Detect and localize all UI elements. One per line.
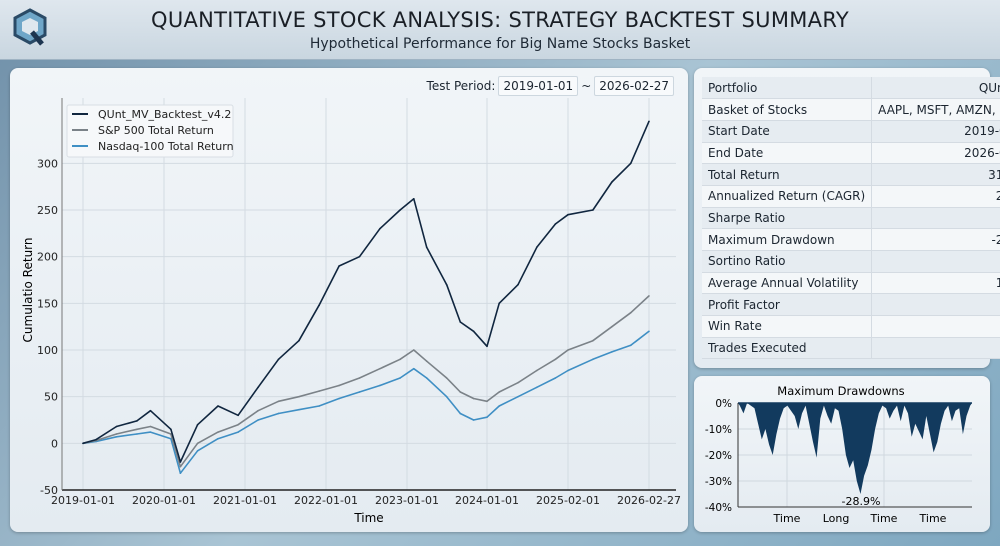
summary-value: 61% <box>871 315 1000 338</box>
test-period-end[interactable]: 2026-02-27 <box>594 76 674 96</box>
summary-label: Portfolio <box>702 77 872 100</box>
summary-value: 23.1% <box>871 185 1000 208</box>
summary-value: 2.15 <box>871 250 1000 273</box>
summary-value: AAPL, MSFT, AMZN, NVDA <box>871 98 1000 121</box>
test-period-label: Test Period: <box>426 79 496 93</box>
test-period-start[interactable]: 2019-01-01 <box>498 76 579 96</box>
summary-row: Profit Factor1.74 <box>702 293 1000 317</box>
drawdown-panel <box>694 376 990 532</box>
summary-row: PortfolioQUnt_MV <box>702 77 1000 100</box>
summary-label: Trades Executed <box>702 337 872 360</box>
summary-row: Total Return312.4% <box>702 163 1000 186</box>
summary-label: Maximum Drawdown <box>702 228 872 251</box>
test-period-separator: ~ <box>581 79 592 93</box>
summary-value: -28.9% <box>871 228 1000 251</box>
performance-chart-panel: Test Period: 2019-01-01 ~ 2026-02-27 <box>10 68 688 532</box>
summary-label: Average Annual Volatility <box>702 272 872 295</box>
summary-row: Average Annual Volatility18.2% <box>702 272 1000 295</box>
summary-row: Win Rate61% <box>702 315 1000 338</box>
summary-value: 18.2% <box>871 272 1000 295</box>
summary-label: Start Date <box>702 120 872 143</box>
summary-row: Maximum Drawdown-28.9% <box>702 228 1000 251</box>
header: QUANTITATIVE STOCK ANALYSIS: STRATEGY BA… <box>0 0 1000 60</box>
summary-value: 1.85 <box>871 207 1000 230</box>
summary-label: Annualized Return (CAGR) <box>702 185 872 208</box>
page-subtitle: Hypothetical Performance for Big Name St… <box>309 36 691 52</box>
summary-row: Trades Executed1,340 <box>702 337 1000 360</box>
summary-value: 2026-02-27 <box>871 142 1000 165</box>
logo-q-icon <box>13 8 47 46</box>
summary-value: 1.74 <box>871 293 1000 317</box>
summary-label: Profit Factor <box>702 293 872 317</box>
summary-label: Total Return <box>702 163 872 186</box>
summary-label: Sortino Ratio <box>702 250 872 273</box>
test-period: Test Period: 2019-01-01 ~ 2026-02-27 <box>427 76 674 96</box>
summary-value: 312.4% <box>871 163 1000 186</box>
page-title: QUANTITATIVE STOCK ANALYSIS: STRATEGY BA… <box>150 8 849 32</box>
summary-value: 1,340 <box>871 337 1000 360</box>
summary-label: Basket of Stocks <box>702 98 872 121</box>
summary-label: Sharpe Ratio <box>702 207 872 230</box>
summary-row: Sharpe Ratio1.85 <box>702 207 1000 230</box>
summary-label: Win Rate <box>702 315 872 338</box>
summary-row: Annualized Return (CAGR)23.1% <box>702 185 1000 208</box>
summary-value: QUnt_MV <box>871 77 1000 100</box>
summary-label: End Date <box>702 142 872 165</box>
summary-row: Sortino Ratio2.15 <box>702 250 1000 273</box>
summary-value: 2019-01-01 <box>871 120 1000 143</box>
